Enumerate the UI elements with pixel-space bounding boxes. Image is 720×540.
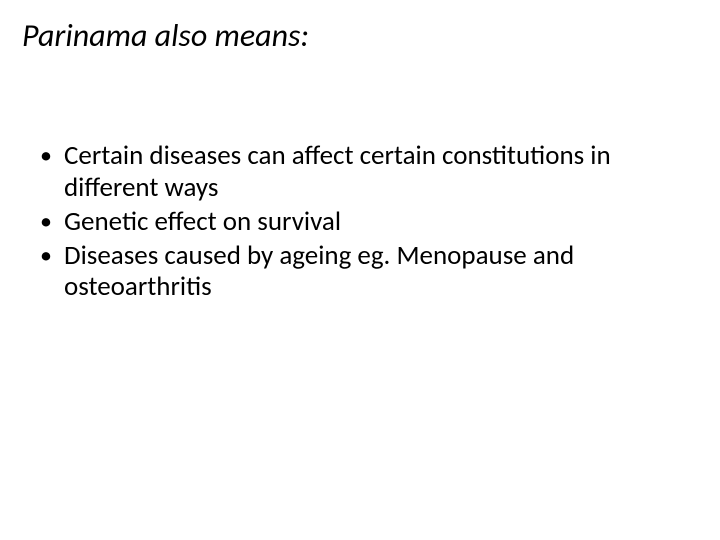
- slide-title: Parinama also means:: [22, 18, 309, 53]
- slide: Parinama also means: Certain diseases ca…: [0, 0, 720, 540]
- bullet-list: Certain diseases can affect certain cons…: [34, 140, 680, 303]
- list-item: Genetic effect on survival: [34, 206, 680, 238]
- list-item: Diseases caused by ageing eg. Menopause …: [34, 240, 680, 304]
- slide-body: Certain diseases can affect certain cons…: [34, 140, 680, 305]
- list-item: Certain diseases can affect certain cons…: [34, 140, 680, 204]
